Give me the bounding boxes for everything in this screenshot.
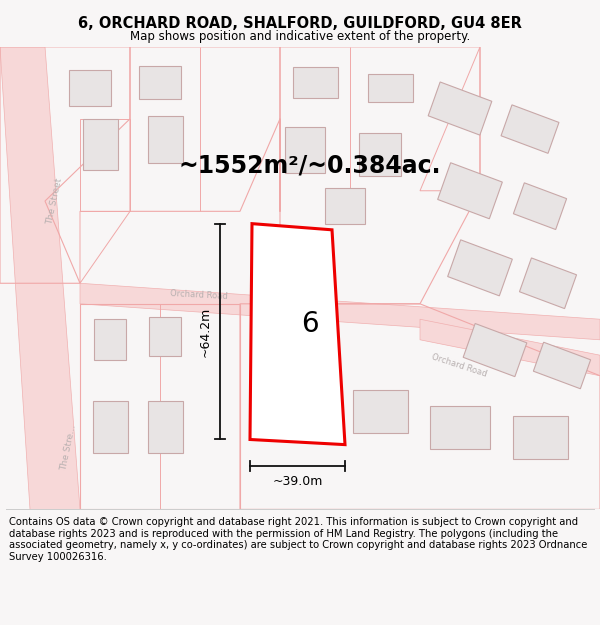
Polygon shape [69,70,111,106]
Polygon shape [353,390,407,433]
Text: The Street: The Street [46,177,64,225]
Polygon shape [520,258,577,309]
Polygon shape [92,401,128,453]
Text: ~1552m²/~0.384ac.: ~1552m²/~0.384ac. [179,153,441,177]
Polygon shape [430,406,490,449]
Polygon shape [293,68,337,98]
Text: ~39.0m: ~39.0m [272,475,323,488]
Polygon shape [149,317,181,356]
Text: 6: 6 [301,310,319,338]
Text: Contains OS data © Crown copyright and database right 2021. This information is : Contains OS data © Crown copyright and d… [9,517,587,562]
Polygon shape [83,119,118,170]
Text: Map shows position and indicative extent of the property.: Map shows position and indicative extent… [130,30,470,42]
Polygon shape [501,105,559,153]
Polygon shape [367,74,413,102]
Polygon shape [428,82,492,135]
Polygon shape [148,401,182,453]
Polygon shape [0,47,80,509]
Polygon shape [94,319,126,361]
Polygon shape [437,162,502,219]
Polygon shape [148,116,182,162]
Polygon shape [139,66,181,99]
Polygon shape [448,240,512,296]
Polygon shape [325,188,365,224]
Polygon shape [283,385,337,428]
Polygon shape [250,224,345,444]
Polygon shape [463,324,527,377]
Polygon shape [80,283,600,340]
Polygon shape [533,342,590,389]
Polygon shape [512,416,568,459]
Polygon shape [420,319,600,376]
Text: ~64.2m: ~64.2m [199,306,212,357]
Polygon shape [285,126,325,173]
Text: 6, ORCHARD ROAD, SHALFORD, GUILDFORD, GU4 8ER: 6, ORCHARD ROAD, SHALFORD, GUILDFORD, GU… [78,16,522,31]
Text: The Stre...: The Stre... [59,424,77,471]
Text: Orchard Road: Orchard Road [170,289,228,301]
Polygon shape [359,133,401,176]
Text: Orchard Road: Orchard Road [430,352,488,379]
Polygon shape [514,183,566,229]
